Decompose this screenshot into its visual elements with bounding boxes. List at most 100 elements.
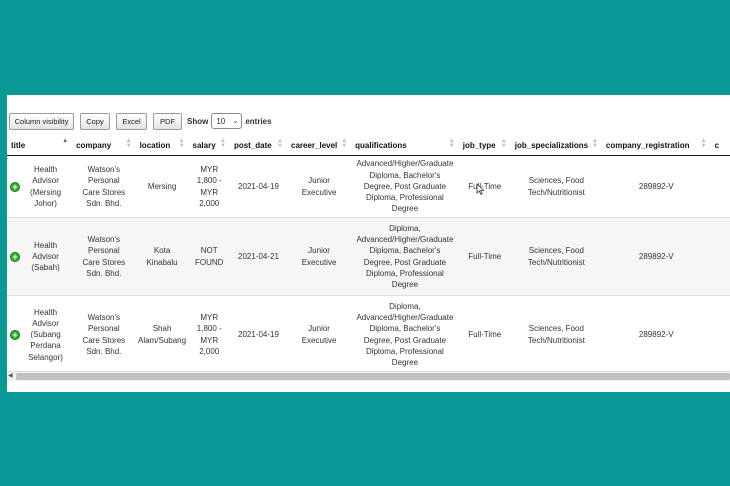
- column-header-label: location: [139, 140, 171, 150]
- cell-text-line: Personal: [88, 176, 120, 186]
- cell-text-line: Diploma, Professional: [366, 347, 444, 357]
- copy-button[interactable]: Copy: [80, 112, 110, 130]
- cell-title: + Health Advisor (Sabah): [7, 217, 73, 296]
- cell-job-specializations: Sciences, Food Tech/Nutritionist: [510, 217, 602, 296]
- cell-text-line: 1,800 -: [196, 324, 222, 334]
- column-header-location[interactable]: location ▲ ▼: [135, 135, 189, 156]
- column-header-post-date[interactable]: post_date ▲ ▼: [229, 135, 287, 156]
- column-header-job-type[interactable]: job_type ▲ ▼: [458, 135, 511, 156]
- cell-salary: MYR 1,800 - MYR 2,000: [188, 295, 230, 374]
- cell-text-line: Advisor: [32, 251, 59, 261]
- column-header-company[interactable]: company ▲ ▼: [72, 135, 136, 156]
- column-header-salary[interactable]: salary ▲ ▼: [188, 135, 230, 156]
- cell-text-line: Care Stores: [82, 187, 126, 197]
- scroll-left-icon[interactable]: ◀: [8, 373, 13, 379]
- cell-text-line: Sciences, Food: [528, 176, 584, 186]
- column-header-label: company_registration: [605, 140, 690, 150]
- column-header-title[interactable]: title ▲: [7, 135, 73, 156]
- plus-circle-icon[interactable]: +: [10, 181, 20, 192]
- table-row[interactable]: + Health Advisor (Sabah) Watson's Personal Car…: [7, 217, 730, 296]
- page-length-select[interactable]: 10 ⌄: [211, 113, 243, 129]
- cell-text-line: Personal: [88, 246, 120, 256]
- cell-location: Mersing: [135, 155, 189, 218]
- column-header-company-registration[interactable]: company_registration ▲ ▼: [601, 135, 711, 156]
- column-header-label: job_specializations: [514, 140, 589, 150]
- sort-arrows-icon: ▲ ▼: [591, 138, 598, 149]
- pdf-button[interactable]: PDF: [153, 112, 182, 130]
- cell-text-line: Health: [33, 240, 58, 250]
- column-header-label: job_type: [462, 140, 496, 150]
- cell-text-line: Degree, Post Graduate: [363, 257, 447, 267]
- column-header-c[interactable]: c: [710, 135, 730, 156]
- cell-text-line: Advanced/Higher/Graduate: [356, 234, 454, 244]
- column-visibility-button[interactable]: Column visibility: [9, 112, 74, 130]
- cell-text-line: Advisor: [32, 176, 59, 186]
- column-header-career-level[interactable]: career_level ▲ ▼: [287, 135, 352, 156]
- cell-text-line: Watson's: [87, 164, 121, 174]
- excel-button[interactable]: Excel: [116, 112, 147, 130]
- table-body: + Health Advisor (Mersing Johor) Watson's Pers…: [7, 155, 730, 374]
- cell-text-line: Advisor: [32, 318, 59, 328]
- cell-text-line: Diploma, Bachelor's: [369, 246, 441, 256]
- cell-location: Kota Kinabalu: [135, 217, 189, 296]
- cell-location: Shah Alam/Subang: [135, 295, 189, 374]
- cell-text-line: Kinabalu: [146, 257, 178, 267]
- page-length-value: 10: [216, 116, 226, 126]
- cell-text-line: Executive: [301, 187, 337, 197]
- plus-circle-icon[interactable]: +: [10, 251, 20, 262]
- cell-text-line: Diploma, Professional: [366, 193, 444, 203]
- cell-title: + Health Advisor (Mersing Johor): [7, 155, 73, 218]
- cell-company: Watson's Personal Care Stores Sdn. Bhd.: [72, 155, 136, 218]
- cell-text-line: (Subang: [30, 330, 61, 340]
- cell-text-line: 289892-V: [638, 181, 674, 191]
- cell-text-line: Diploma,: [389, 301, 421, 311]
- cell-text-line: Sciences, Food: [528, 324, 584, 334]
- cell-text-line: 2,000: [199, 198, 220, 208]
- table-row[interactable]: + Health Advisor (Subang Perdana Selangor) Wat…: [7, 295, 730, 374]
- cell-text-line: Junior: [308, 324, 330, 334]
- sort-arrows-icon: ▲ ▼: [178, 138, 185, 149]
- cell-text-line: Executive: [301, 257, 337, 267]
- scrollbar-thumb[interactable]: [16, 373, 730, 380]
- cell-text-line: Diploma,: [389, 223, 421, 233]
- cell-text-line: 2,000: [199, 347, 220, 357]
- cell-company-registration: 289892-V: [601, 295, 711, 374]
- cell-text-line: Sdn. Bhd.: [86, 268, 122, 278]
- sort-arrows-icon: ▲ ▼: [500, 138, 507, 149]
- sort-arrows-icon: ▲ ▼: [125, 138, 132, 149]
- datatable-panel: Column visibility Copy Excel PDF Show 10…: [7, 95, 730, 392]
- column-header-qualifications[interactable]: qualifications ▲ ▼: [351, 135, 459, 156]
- cell-post-date: 2021-04-19: [229, 295, 287, 374]
- cell-text-line: Perdana: [30, 341, 61, 351]
- cell-text-line: MYR: [200, 187, 219, 197]
- cell-text-line: Watson's: [87, 234, 121, 244]
- header-row: title ▲ company ▲ ▼ location ▲ ▼ salary ▲ ▼ post_da…: [7, 135, 730, 156]
- cell-text-line: Advanced/Higher/Graduate: [356, 159, 454, 169]
- cell-text-line: 2021-04-19: [238, 181, 279, 191]
- cell-text-line: Full-Time: [468, 251, 502, 261]
- cell-job-specializations: Sciences, Food Tech/Nutritionist: [510, 155, 602, 218]
- column-header-job-specializations[interactable]: job_specializations ▲ ▼: [510, 135, 602, 156]
- sort-arrows-icon: ▲ ▼: [700, 138, 707, 149]
- cell-text-line: Degree, Post Graduate: [363, 181, 447, 191]
- cell-text-line: Sdn. Bhd.: [86, 347, 122, 357]
- cell-text-line: Johor): [34, 198, 57, 208]
- cell-company-registration: 289892-V: [601, 155, 711, 218]
- plus-circle-icon[interactable]: +: [10, 329, 20, 340]
- sort-arrows-icon: ▲ ▼: [220, 138, 226, 149]
- column-header-label: company: [76, 140, 112, 150]
- sort-ascending-icon: ▲: [62, 138, 69, 144]
- cell-company-registration: 289892-V: [601, 217, 711, 296]
- cell-text-line: Full-Time: [468, 330, 502, 340]
- horizontal-scrollbar[interactable]: ◀: [7, 371, 730, 381]
- sort-arrows-icon: ▲ ▼: [277, 138, 283, 149]
- cell-salary: MYR 1,800 - MYR 2,000: [188, 155, 230, 218]
- cell-text-line: Health: [33, 307, 58, 317]
- cell-job-specializations: Sciences, Food Tech/Nutritionist: [510, 295, 602, 374]
- cell-text-line: Alam/Subang: [138, 335, 187, 345]
- cell-overflow: [710, 217, 730, 296]
- cell-career-level: Junior Executive: [287, 217, 352, 296]
- cell-text-line: 2021-04-21: [238, 251, 279, 261]
- show-label: Show: [187, 116, 209, 126]
- table-row[interactable]: + Health Advisor (Mersing Johor) Watson's Pers…: [7, 155, 730, 218]
